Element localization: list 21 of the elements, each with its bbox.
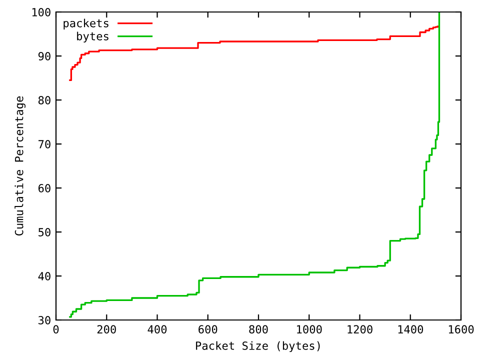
y-tick-label: 30 xyxy=(38,316,50,324)
x-axis-title: Packet Size (bytes) xyxy=(196,341,320,352)
x-tick-label: 1600 xyxy=(448,325,474,334)
x-tick-label: 800 xyxy=(249,325,268,334)
y-tick-label: 80 xyxy=(38,96,50,104)
x-tick-label: 400 xyxy=(148,325,167,334)
y-tick-label: 100 xyxy=(32,8,50,16)
y-tick-label: 50 xyxy=(38,228,50,236)
x-tick-label: 1000 xyxy=(297,325,322,334)
x-tick-label: 1200 xyxy=(348,325,372,334)
x-tick-label: 600 xyxy=(198,325,218,334)
y-tick-label: 40 xyxy=(38,272,50,280)
y-tick-label: 60 xyxy=(38,184,50,192)
x-tick-label: 0 xyxy=(53,325,59,334)
y-tick-label: 90 xyxy=(38,52,50,60)
legend-label: packets xyxy=(64,18,108,30)
x-tick-label: 200 xyxy=(97,325,116,334)
y-axis-title: Cumulative Percentage xyxy=(14,96,26,236)
legend-label: bytes xyxy=(77,32,108,43)
x-tick-label: 1400 xyxy=(398,325,424,334)
y-tick-label: 70 xyxy=(38,140,50,148)
